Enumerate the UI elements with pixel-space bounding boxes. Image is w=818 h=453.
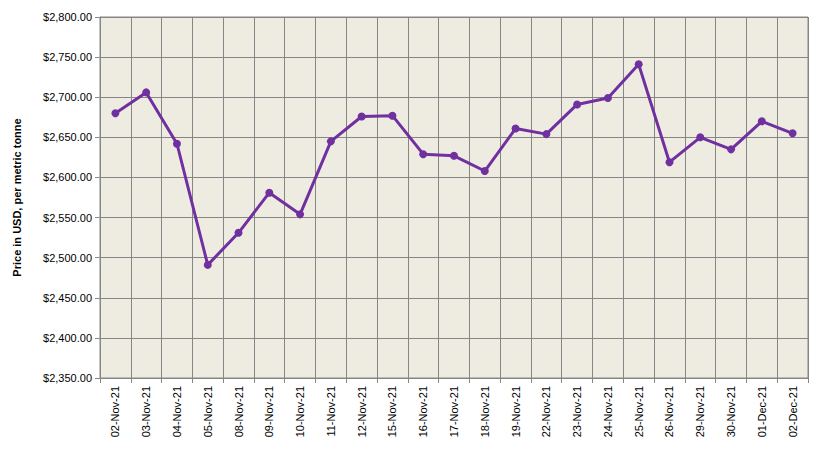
svg-text:$2,400.00: $2,400.00 bbox=[43, 332, 92, 344]
svg-text:30-Nov-21: 30-Nov-21 bbox=[725, 386, 737, 437]
svg-text:$2,450.00: $2,450.00 bbox=[43, 292, 92, 304]
svg-text:01-Dec-21: 01-Dec-21 bbox=[756, 386, 768, 437]
svg-text:08-Nov-21: 08-Nov-21 bbox=[233, 386, 245, 437]
svg-text:10-Nov-21: 10-Nov-21 bbox=[294, 386, 306, 437]
svg-text:02-Nov-21: 02-Nov-21 bbox=[109, 386, 121, 437]
svg-text:$2,800.00: $2,800.00 bbox=[43, 11, 92, 23]
svg-text:$2,550.00: $2,550.00 bbox=[43, 212, 92, 224]
svg-text:22-Nov-21: 22-Nov-21 bbox=[540, 386, 552, 437]
svg-text:$2,750.00: $2,750.00 bbox=[43, 51, 92, 63]
svg-text:05-Nov-21: 05-Nov-21 bbox=[202, 386, 214, 437]
svg-text:04-Nov-21: 04-Nov-21 bbox=[171, 386, 183, 437]
svg-text:09-Nov-21: 09-Nov-21 bbox=[263, 386, 275, 437]
svg-text:26-Nov-21: 26-Nov-21 bbox=[663, 386, 675, 437]
svg-text:Price in USD, per metric tonne: Price in USD, per metric tonne bbox=[11, 118, 23, 276]
svg-text:29-Nov-21: 29-Nov-21 bbox=[694, 386, 706, 437]
svg-text:18-Nov-21: 18-Nov-21 bbox=[479, 386, 491, 437]
svg-text:$2,650.00: $2,650.00 bbox=[43, 131, 92, 143]
svg-text:11-Nov-21: 11-Nov-21 bbox=[325, 386, 337, 437]
svg-text:16-Nov-21: 16-Nov-21 bbox=[417, 386, 429, 437]
svg-text:19-Nov-21: 19-Nov-21 bbox=[510, 386, 522, 437]
svg-text:23-Nov-21: 23-Nov-21 bbox=[571, 386, 583, 437]
svg-text:$2,600.00: $2,600.00 bbox=[43, 171, 92, 183]
svg-text:12-Nov-21: 12-Nov-21 bbox=[356, 386, 368, 437]
svg-text:03-Nov-21: 03-Nov-21 bbox=[140, 386, 152, 437]
svg-text:$2,350.00: $2,350.00 bbox=[43, 372, 92, 384]
svg-text:24-Nov-21: 24-Nov-21 bbox=[602, 386, 614, 437]
svg-text:$2,500.00: $2,500.00 bbox=[43, 252, 92, 264]
svg-text:02-Dec-21: 02-Dec-21 bbox=[787, 386, 799, 437]
svg-text:17-Nov-21: 17-Nov-21 bbox=[448, 386, 460, 437]
svg-text:25-Nov-21: 25-Nov-21 bbox=[633, 386, 645, 437]
svg-text:$2,700.00: $2,700.00 bbox=[43, 91, 92, 103]
svg-text:15-Nov-21: 15-Nov-21 bbox=[386, 386, 398, 437]
